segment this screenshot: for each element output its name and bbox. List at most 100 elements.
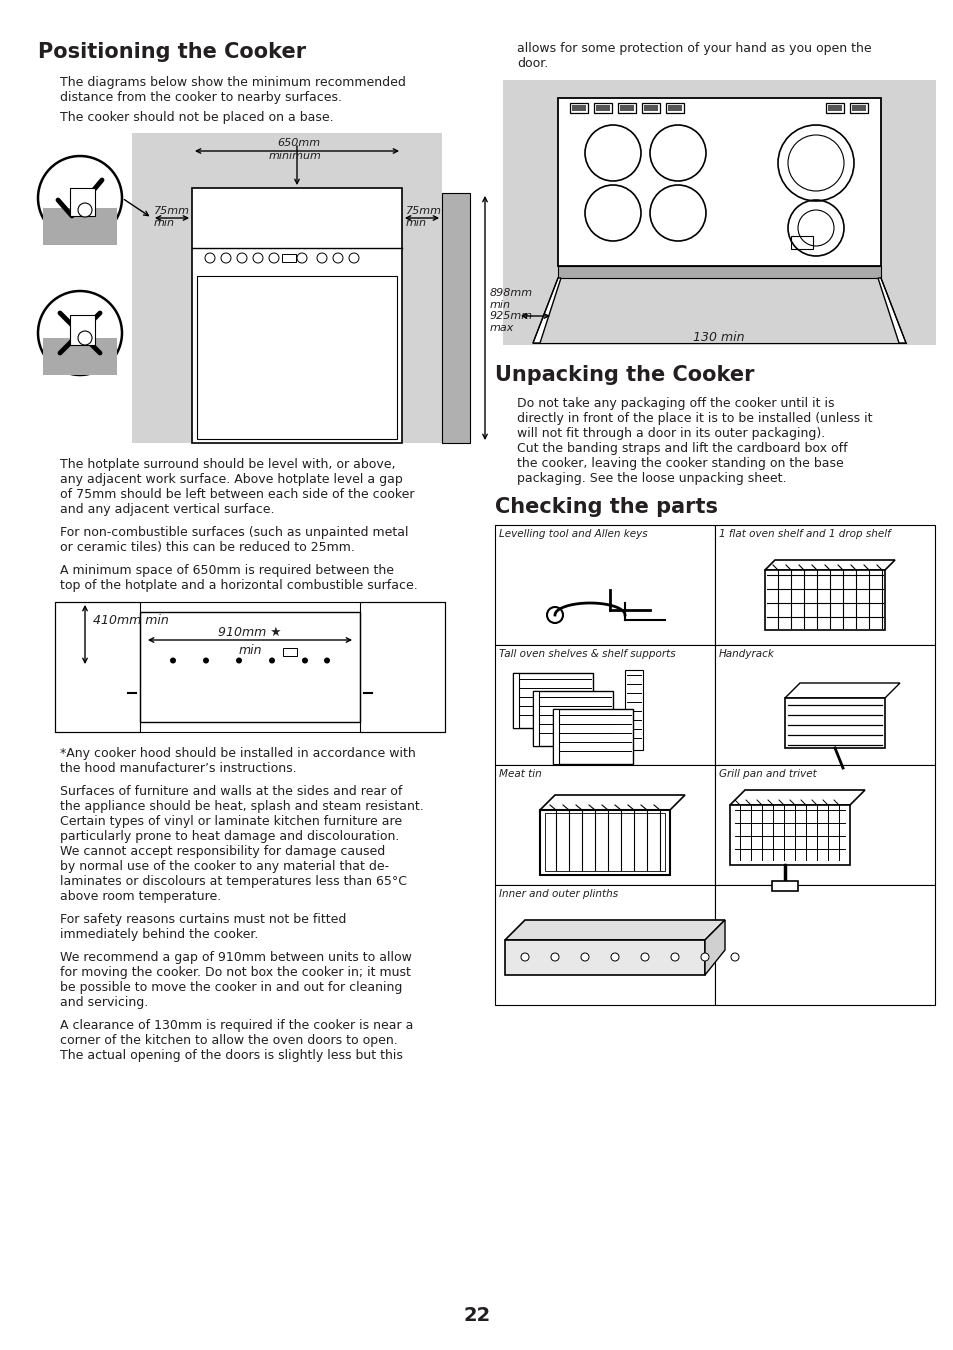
Bar [849,103,867,113]
Text: *Any cooker hood should be installed in accordance with: *Any cooker hood should be installed in … [60,747,416,760]
Bar [771,882,797,891]
Text: any adjacent work surface. Above hotplate level a gap: any adjacent work surface. Above hotplat… [60,472,402,486]
Bar [665,103,683,113]
Polygon shape [764,560,894,570]
Text: For non-combustible surfaces (such as unpainted metal: For non-combustible surfaces (such as un… [60,526,408,539]
Circle shape [78,331,91,346]
Text: Grill pan and trivet: Grill pan and trivet [719,769,816,779]
Text: Surfaces of furniture and walls at the sides and rear of: Surfaces of furniture and walls at the s… [60,784,402,798]
Bar [851,105,865,111]
Text: 898mm
min
925mm
max: 898mm min 925mm max [490,288,533,333]
Circle shape [610,953,618,961]
Text: 1 flat oven shelf and 1 drop shelf: 1 flat oven shelf and 1 drop shelf [719,529,890,539]
Bar [569,103,587,113]
Circle shape [551,953,558,961]
Circle shape [730,953,739,961]
Bar [643,105,658,111]
Bar [502,80,935,346]
Text: will not fit through a door in its outer packaging).: will not fit through a door in its outer… [517,427,824,440]
Text: above room temperature.: above room temperature. [60,890,221,903]
Circle shape [78,202,91,217]
Circle shape [520,953,529,961]
Polygon shape [533,278,560,343]
Bar [359,602,444,732]
Polygon shape [704,919,724,975]
Text: or ceramic tiles) this can be reduced to 25mm.: or ceramic tiles) this can be reduced to… [60,541,355,554]
Text: laminates or discolours at temperatures less than 65°C: laminates or discolours at temperatures … [60,875,407,888]
Text: Meat tin: Meat tin [498,769,541,779]
Text: Inner and outer plinths: Inner and outer plinths [498,890,618,899]
Bar [55,602,444,732]
Text: of 75mm should be left between each side of the cooker: of 75mm should be left between each side… [60,487,414,501]
Circle shape [269,657,274,663]
Bar [196,275,396,439]
Bar [553,709,633,764]
Bar [495,886,714,1004]
Circle shape [235,657,242,663]
Bar [441,193,470,443]
Bar [43,208,117,244]
Bar [558,266,880,278]
Bar [790,236,812,248]
Text: Checking the parts: Checking the parts [495,497,718,517]
Polygon shape [729,790,864,805]
Bar [513,674,518,728]
Bar [594,103,612,113]
Text: 410mm min: 410mm min [92,614,169,626]
Bar [667,105,681,111]
Bar [132,134,441,443]
Text: particularly prone to heat damage and discolouration.: particularly prone to heat damage and di… [60,830,399,842]
Text: We cannot accept responsibility for damage caused: We cannot accept responsibility for dama… [60,845,385,859]
Bar [140,612,359,722]
Bar [553,709,558,764]
Text: Unpacking the Cooker: Unpacking the Cooker [495,364,754,385]
Circle shape [38,157,122,240]
Bar [572,105,585,111]
Circle shape [38,292,122,375]
Bar [714,645,934,765]
Bar [70,188,95,216]
Bar [495,765,714,886]
Bar [495,645,714,765]
Polygon shape [784,683,899,698]
Bar [825,103,843,113]
Bar [624,670,642,751]
Bar [714,765,934,886]
Text: Handyrack: Handyrack [719,649,774,659]
Text: the cooker, leaving the cooker standing on the base: the cooker, leaving the cooker standing … [517,458,842,470]
Bar [513,674,593,728]
Circle shape [700,953,708,961]
Bar [43,338,117,375]
Text: distance from the cooker to nearby surfaces.: distance from the cooker to nearby surfa… [60,90,341,104]
Polygon shape [877,278,905,343]
Bar [784,698,884,748]
Text: and any adjacent vertical surface.: and any adjacent vertical surface. [60,504,274,516]
Bar [827,105,841,111]
Text: 22: 22 [463,1305,490,1324]
Bar [192,188,401,443]
Bar [619,105,634,111]
Text: 75mm
min: 75mm min [406,207,441,228]
Bar [539,810,669,875]
Text: be possible to move the cooker in and out for cleaning: be possible to move the cooker in and ou… [60,981,402,994]
Bar [764,570,884,630]
Circle shape [580,953,588,961]
Text: For safety reasons curtains must not be fitted: For safety reasons curtains must not be … [60,913,346,926]
Circle shape [170,657,175,663]
Circle shape [203,657,209,663]
Bar [558,99,880,266]
Bar [618,103,636,113]
Bar [533,691,538,747]
Text: immediately behind the cooker.: immediately behind the cooker. [60,927,258,941]
Text: Positioning the Cooker: Positioning the Cooker [38,42,306,62]
Text: top of the hotplate and a horizontal combustible surface.: top of the hotplate and a horizontal com… [60,579,417,593]
Text: allows for some protection of your hand as you open the: allows for some protection of your hand … [517,42,871,55]
Text: door.: door. [517,57,548,70]
Bar [641,103,659,113]
Text: We recommend a gap of 910mm between units to allow: We recommend a gap of 910mm between unit… [60,950,412,964]
Text: The cooker should not be placed on a base.: The cooker should not be placed on a bas… [60,111,334,124]
Text: 75mm
min: 75mm min [153,207,190,228]
Text: directly in front of the place it is to be installed (unless it: directly in front of the place it is to … [517,412,872,425]
Bar [495,525,714,645]
Bar [55,602,140,732]
